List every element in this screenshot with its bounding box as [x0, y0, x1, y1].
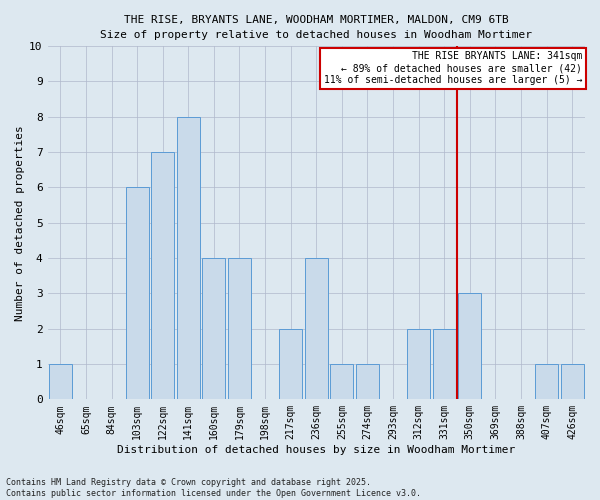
- Bar: [202, 258, 226, 400]
- Bar: [177, 117, 200, 400]
- Bar: [331, 364, 353, 400]
- Y-axis label: Number of detached properties: Number of detached properties: [15, 125, 25, 320]
- Text: THE RISE BRYANTS LANE: 341sqm
← 89% of detached houses are smaller (42)
11% of s: THE RISE BRYANTS LANE: 341sqm ← 89% of d…: [324, 52, 583, 84]
- Bar: [305, 258, 328, 400]
- Bar: [407, 328, 430, 400]
- Bar: [151, 152, 174, 400]
- Bar: [356, 364, 379, 400]
- Bar: [228, 258, 251, 400]
- Title: THE RISE, BRYANTS LANE, WOODHAM MORTIMER, MALDON, CM9 6TB
Size of property relat: THE RISE, BRYANTS LANE, WOODHAM MORTIMER…: [100, 15, 532, 40]
- Bar: [535, 364, 558, 400]
- Bar: [125, 188, 149, 400]
- Bar: [458, 294, 481, 400]
- Bar: [49, 364, 72, 400]
- Bar: [279, 328, 302, 400]
- Bar: [560, 364, 584, 400]
- X-axis label: Distribution of detached houses by size in Woodham Mortimer: Distribution of detached houses by size …: [117, 445, 515, 455]
- Text: Contains HM Land Registry data © Crown copyright and database right 2025.
Contai: Contains HM Land Registry data © Crown c…: [6, 478, 421, 498]
- Bar: [433, 328, 456, 400]
